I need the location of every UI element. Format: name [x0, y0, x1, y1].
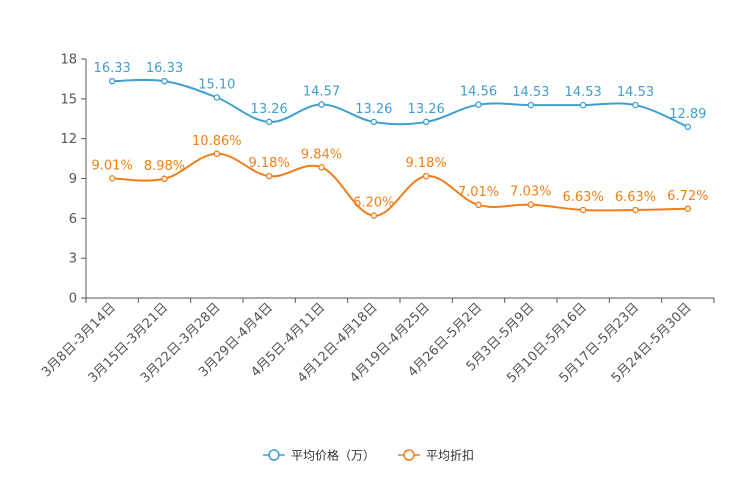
data-point-2[interactable]	[579, 206, 587, 214]
data-point-2[interactable]	[108, 175, 116, 182]
data-point-2[interactable]	[684, 205, 692, 213]
data-point-1[interactable]	[527, 101, 535, 109]
data-label-1: 12.89	[669, 107, 706, 122]
data-label-2: 6.63%	[615, 190, 656, 205]
data-label-1: 13.26	[355, 102, 392, 117]
data-point-2[interactable]	[422, 172, 430, 180]
data-label-1: 14.57	[303, 85, 340, 100]
data-label-2: 9.01%	[92, 158, 133, 173]
data-label-2: 7.03%	[510, 185, 551, 200]
data-point-1[interactable]	[213, 94, 221, 101]
legend-label-2[interactable]: 平均折扣	[426, 448, 474, 463]
data-point-1[interactable]	[632, 101, 639, 109]
data-point-1[interactable]	[318, 101, 325, 108]
data-point-2[interactable]	[213, 150, 221, 158]
data-point-1[interactable]	[161, 77, 168, 85]
y-tick-label: 18	[60, 53, 77, 68]
legend: 平均价格（万） 平均折扣	[263, 448, 474, 463]
data-label-2: 10.86%	[192, 134, 242, 149]
data-label-1: 14.53	[565, 85, 602, 100]
data-label-2: 9.84%	[301, 147, 342, 162]
data-point-2[interactable]	[318, 164, 325, 171]
data-label-2: 9.18%	[406, 156, 447, 171]
data-label-2: 9.18%	[249, 156, 290, 171]
data-label-1: 16.33	[146, 61, 183, 76]
y-tick-label: 6	[69, 212, 77, 227]
legend-label-1[interactable]: 平均价格（万）	[291, 448, 375, 463]
data-point-1[interactable]	[108, 77, 116, 85]
data-point-1[interactable]	[422, 118, 430, 126]
legend-marker-2[interactable]	[403, 449, 415, 461]
data-label-2: 8.98%	[144, 159, 185, 174]
data-point-2[interactable]	[632, 206, 639, 214]
y-tick-label: 15	[60, 92, 77, 107]
data-point-2[interactable]	[527, 201, 535, 208]
data-label-2: 7.01%	[458, 185, 499, 200]
y-tick-label: 0	[69, 292, 77, 307]
data-point-2[interactable]	[265, 172, 273, 180]
data-label-1: 14.56	[460, 85, 497, 100]
series-line-2	[112, 152, 688, 217]
legend-marker-1[interactable]	[268, 449, 280, 461]
y-tick-label: 3	[69, 252, 77, 267]
data-label-1: 14.53	[512, 85, 549, 100]
data-point-1[interactable]	[684, 123, 692, 131]
data-point-1[interactable]	[475, 101, 482, 108]
data-label-1: 14.53	[617, 85, 654, 100]
data-label-1: 13.26	[251, 102, 288, 117]
data-label-2: 6.63%	[563, 190, 604, 205]
data-point-2[interactable]	[370, 212, 378, 219]
data-point-1[interactable]	[265, 118, 273, 126]
data-point-2[interactable]	[161, 175, 168, 183]
data-point-1[interactable]	[370, 118, 378, 126]
data-label-2: 6.20%	[353, 196, 394, 211]
data-point-2[interactable]	[475, 201, 482, 209]
data-point-1[interactable]	[579, 101, 587, 109]
data-labels-layer: 16.33 16.33 15.10 13.26 14.57 13.26 13.26 14.56…	[92, 61, 709, 211]
y-tick-label: 9	[69, 172, 77, 187]
data-label-2: 6.72%	[667, 189, 708, 204]
series-layer	[108, 77, 692, 219]
data-label-1: 16.33	[94, 61, 131, 76]
data-label-1: 13.26	[408, 102, 445, 117]
y-tick-label: 12	[60, 132, 77, 147]
series-line-1	[112, 78, 689, 128]
data-label-1: 15.10	[198, 78, 235, 93]
